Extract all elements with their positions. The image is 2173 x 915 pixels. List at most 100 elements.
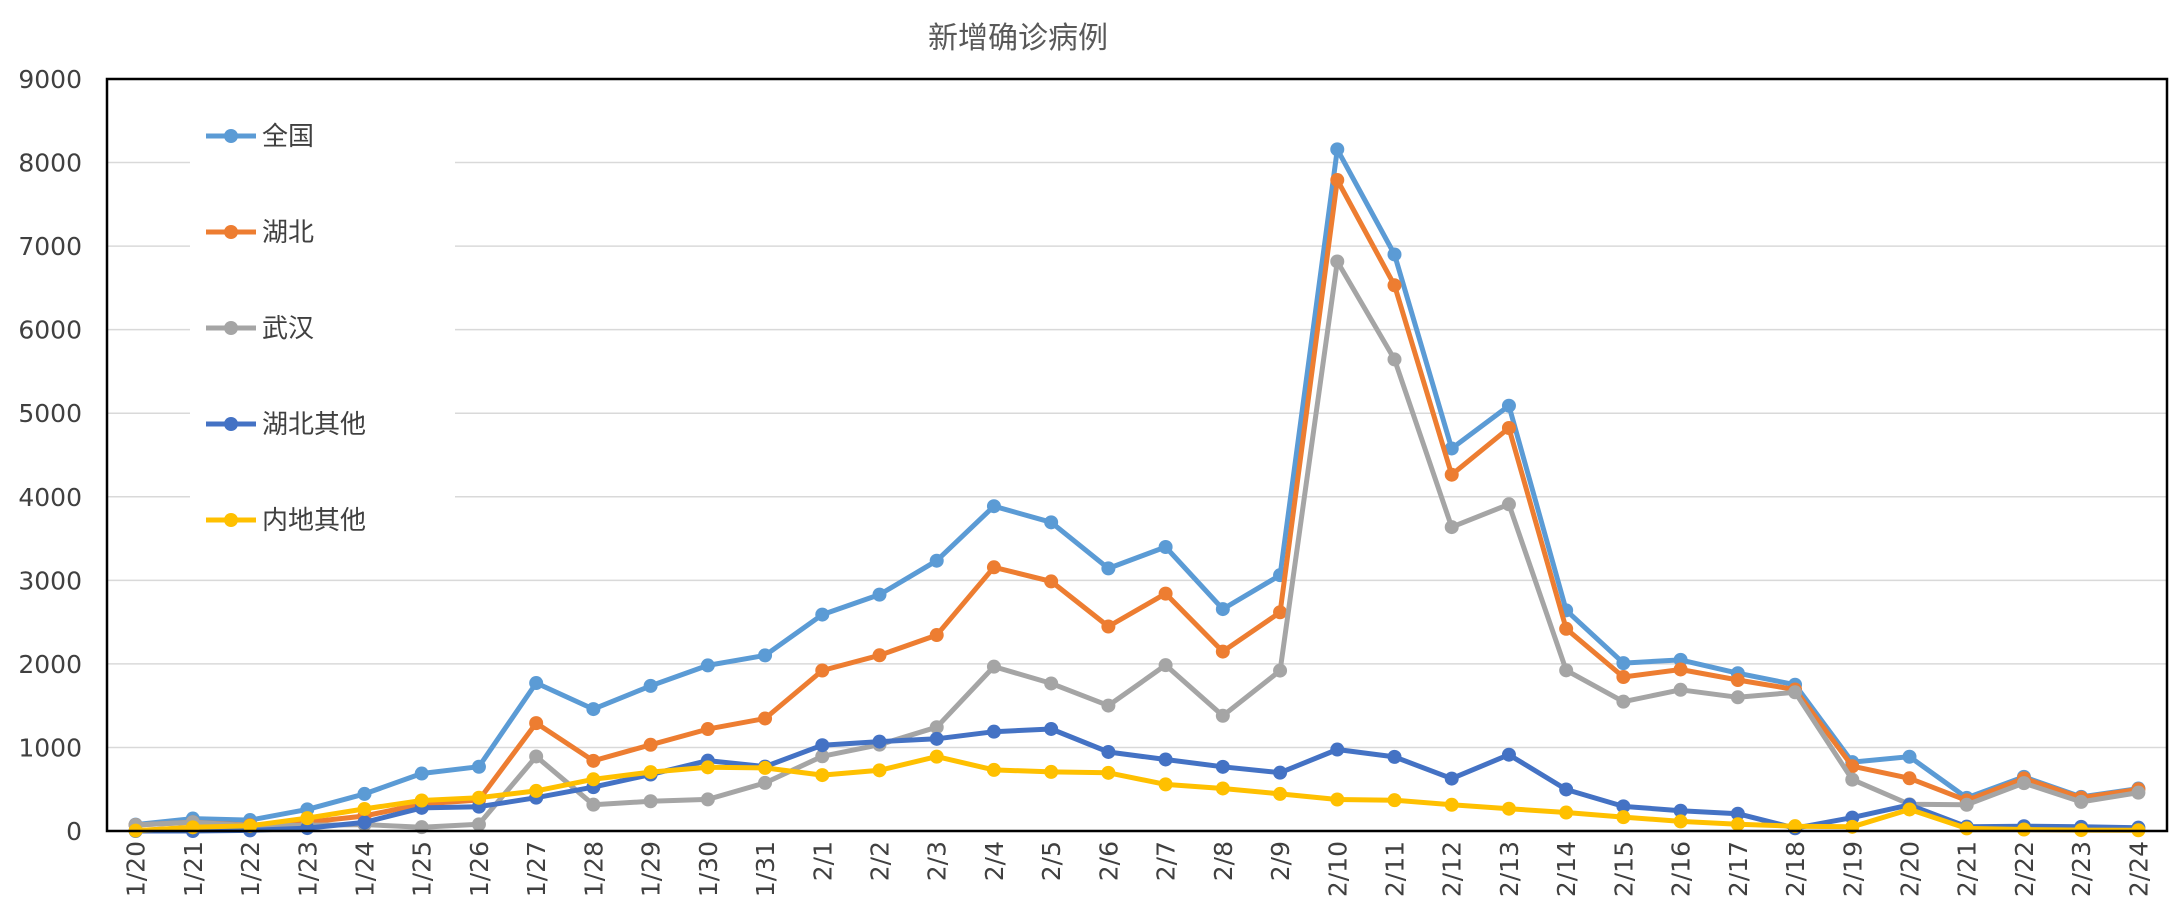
x-tick-label: 2/12: [1438, 841, 1467, 897]
data-point: [1616, 810, 1631, 825]
data-point: [872, 648, 887, 663]
data-point: [872, 587, 887, 602]
data-point: [586, 772, 601, 787]
data-point: [1044, 676, 1059, 691]
data-point: [1101, 561, 1116, 576]
data-point: [1101, 744, 1116, 759]
data-point: [643, 678, 658, 693]
legend-label: 湖北其他: [262, 410, 366, 440]
legend-entry: 内地其他: [206, 506, 366, 536]
data-point: [1330, 173, 1345, 188]
legend-marker: [224, 225, 238, 239]
data-point: [758, 760, 773, 775]
data-point: [1387, 247, 1402, 262]
data-point: [1044, 515, 1059, 530]
data-point: [1158, 658, 1173, 673]
data-point: [758, 648, 773, 663]
data-point: [1501, 398, 1516, 413]
y-tick-label: 2000: [18, 650, 82, 679]
data-point: [1330, 792, 1345, 807]
data-point: [1959, 797, 1974, 812]
series-line: [133, 259, 2141, 830]
data-point: [1387, 793, 1402, 808]
data-point: [1902, 749, 1917, 764]
data-point: [1845, 772, 1860, 787]
data-point: [1101, 765, 1116, 780]
data-point: [1559, 782, 1574, 797]
legend-marker: [224, 417, 238, 431]
data-point: [1616, 656, 1631, 671]
legend-label: 湖北: [262, 218, 314, 248]
legend-marker: [224, 321, 238, 335]
y-tick-label: 5000: [18, 399, 82, 428]
x-tick-label: 2/6: [1094, 841, 1123, 881]
data-point: [1730, 690, 1745, 705]
x-tick-label: 1/21: [179, 841, 208, 897]
x-tick-label: 1/25: [408, 841, 437, 897]
x-tick-label: 2/23: [2067, 841, 2096, 897]
data-point: [815, 607, 830, 622]
data-point: [243, 818, 258, 833]
x-tick-label: 1/31: [751, 841, 780, 897]
data-point: [471, 790, 486, 805]
data-point: [1158, 777, 1173, 792]
x-tick-label: 2/16: [1667, 841, 1696, 897]
data-point: [1215, 781, 1230, 796]
x-tick-label: 2/22: [2010, 841, 2039, 897]
plot-area-border: [105, 77, 2169, 833]
data-point: [1215, 644, 1230, 659]
data-point: [1501, 747, 1516, 762]
x-tick-label: 2/2: [866, 841, 895, 881]
data-point: [1501, 421, 1516, 436]
x-tick-label: 2/4: [980, 841, 1009, 881]
data-point: [1273, 605, 1288, 620]
data-point: [700, 792, 715, 807]
data-point: [872, 734, 887, 749]
data-point: [1673, 803, 1688, 818]
data-point: [815, 749, 830, 764]
data-point: [1559, 805, 1574, 820]
data-point: [700, 760, 715, 775]
data-point: [929, 628, 944, 643]
data-point: [815, 768, 830, 783]
legend-marker: [224, 129, 238, 143]
data-point: [1788, 685, 1803, 700]
data-point: [1730, 806, 1745, 821]
data-point: [1273, 786, 1288, 801]
x-tick-label: 2/21: [1953, 841, 1982, 897]
data-point: [1616, 799, 1631, 814]
data-point: [1673, 682, 1688, 697]
x-tick-label: 2/9: [1266, 841, 1295, 881]
series-3: [128, 254, 2146, 835]
data-point: [643, 737, 658, 752]
y-tick-label: 8000: [18, 149, 82, 178]
data-point: [414, 793, 429, 808]
data-point: [1273, 765, 1288, 780]
x-tick-label: 2/13: [1495, 841, 1524, 897]
data-point: [357, 786, 372, 801]
data-point: [1444, 771, 1459, 786]
data-point: [1788, 819, 1803, 834]
data-point: [471, 759, 486, 774]
x-tick-label: 2/8: [1209, 841, 1238, 881]
data-point: [1673, 662, 1688, 677]
x-tick-label: 1/30: [694, 841, 723, 897]
data-point: [1215, 759, 1230, 774]
data-point: [1444, 520, 1459, 535]
data-point: [2016, 822, 2031, 837]
series-line: [133, 754, 2141, 834]
x-tick-label: 1/27: [522, 841, 551, 897]
data-point: [2131, 785, 2146, 800]
legend-marker: [224, 513, 238, 527]
x-tick-label: 2/20: [1896, 841, 1925, 897]
data-point: [357, 801, 372, 816]
x-tick-label: 2/1: [808, 841, 837, 881]
legend-entry: 湖北其他: [206, 410, 366, 440]
x-tick-label: 1/28: [579, 841, 608, 897]
x-tick-label: 1/23: [293, 841, 322, 897]
data-point: [929, 720, 944, 735]
data-point: [815, 663, 830, 678]
data-point: [1273, 663, 1288, 678]
x-tick-label: 2/11: [1381, 841, 1410, 897]
